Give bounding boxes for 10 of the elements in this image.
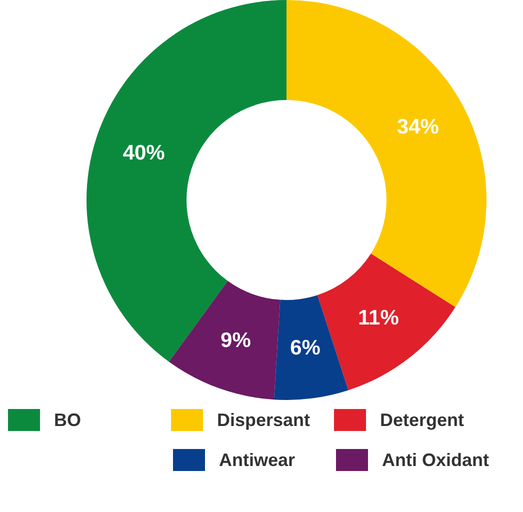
- legend-label: Detergent: [380, 410, 464, 430]
- legend-label: Dispersant: [217, 410, 310, 430]
- data-label: 6%: [290, 336, 321, 360]
- legend-label: Anti Oxidant: [382, 450, 489, 470]
- data-label: 40%: [122, 141, 166, 164]
- legend-label: BO: [54, 410, 81, 430]
- legend-label: Antiwear: [219, 450, 296, 470]
- data-label: 34%: [396, 116, 440, 139]
- data-label: 9%: [220, 328, 252, 352]
- data-label: 11%: [358, 306, 400, 330]
